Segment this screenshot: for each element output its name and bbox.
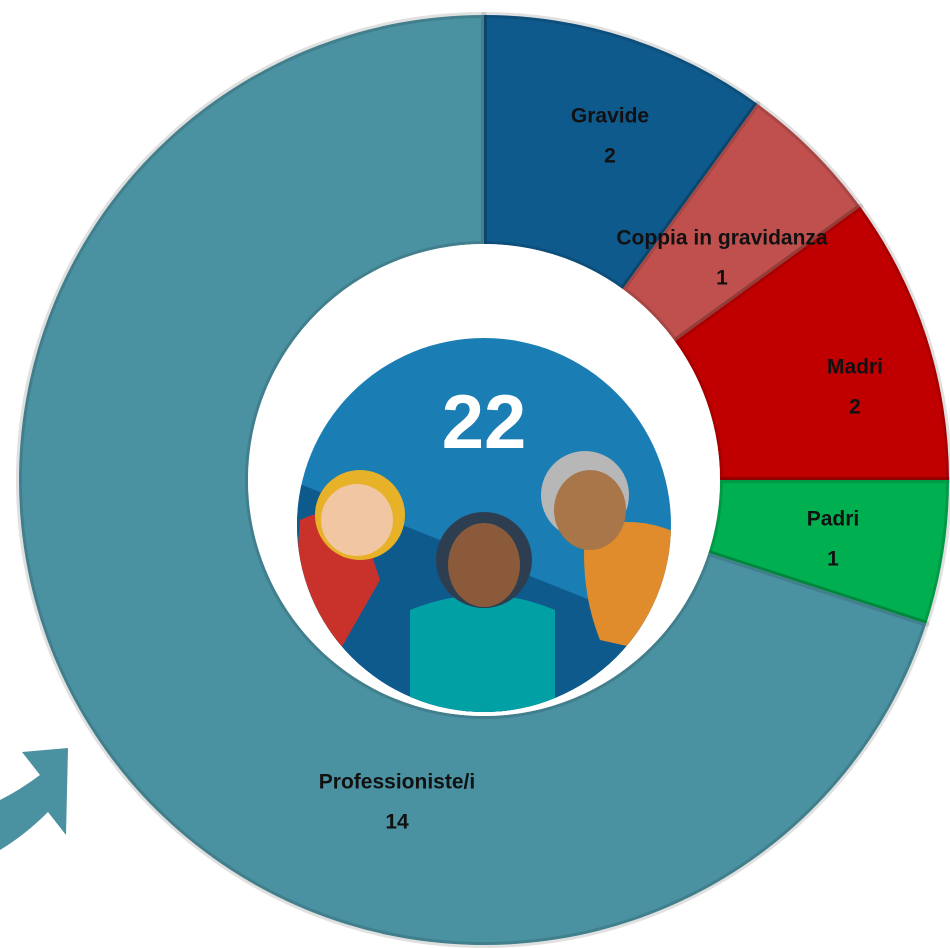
arrow-decoration bbox=[0, 748, 68, 850]
slice-value: 1 bbox=[827, 548, 839, 571]
slice-value: 1 bbox=[716, 267, 728, 290]
slice-label: Gravide bbox=[571, 105, 649, 128]
slice-value: 2 bbox=[604, 145, 616, 168]
slice-label: Padri bbox=[807, 508, 860, 531]
slice-label: Professioniste/i bbox=[319, 771, 475, 794]
slice-label: Coppia in gravidanza bbox=[616, 227, 828, 250]
center-total: 22 bbox=[442, 380, 527, 465]
page: 22 Gravide 2 Coppia in gravidanza 1 Madri 2 Pa… bbox=[0, 0, 950, 948]
slice-label: Madri bbox=[827, 356, 883, 379]
slice-value: 14 bbox=[385, 811, 409, 834]
chart: 22 Gravide 2 Coppia in gravidanza 1 Madri 2 Pa… bbox=[0, 0, 950, 948]
slice-value: 2 bbox=[849, 396, 861, 419]
